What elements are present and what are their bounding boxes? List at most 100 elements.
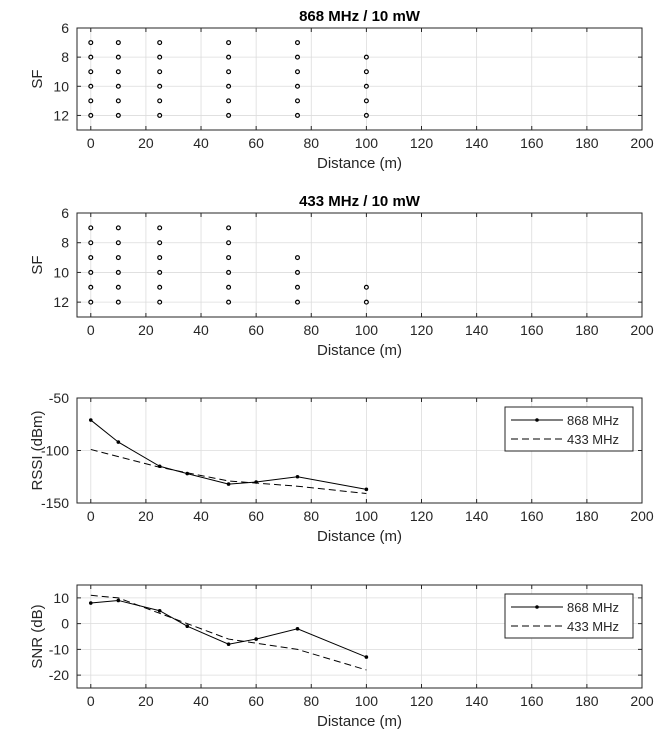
x-tick-label: 180	[575, 693, 599, 709]
x-tick-label: 200	[630, 693, 654, 709]
data-point	[88, 69, 94, 75]
data-point	[363, 299, 369, 305]
data-point	[294, 112, 300, 118]
legend-label-1: 868 MHz	[567, 413, 619, 428]
data-point	[294, 69, 300, 75]
legend-label-2: 433 MHz	[567, 432, 619, 447]
x-tick-label: 20	[138, 322, 154, 338]
x-tick-label: 100	[355, 322, 379, 338]
y-tick-label: 10	[53, 264, 69, 280]
data-point	[226, 225, 232, 231]
x-tick-label: 180	[575, 322, 599, 338]
y-axis-label: SF	[29, 255, 46, 274]
chart-title: 868 MHz / 10 mW	[299, 8, 421, 25]
data-point	[115, 83, 121, 89]
legend-label-2: 433 MHz	[567, 619, 619, 634]
data-point	[157, 83, 163, 89]
data-point	[363, 284, 369, 290]
data-point	[88, 83, 94, 89]
data-point	[88, 225, 94, 231]
data-point	[294, 98, 300, 104]
data-point	[254, 637, 258, 641]
data-point	[226, 54, 232, 60]
y-tick-label: 10	[53, 78, 69, 94]
data-point	[115, 284, 121, 290]
data-point	[157, 54, 163, 60]
x-tick-label: 60	[248, 508, 264, 524]
x-tick-label: 180	[575, 135, 599, 151]
x-tick-label: 160	[520, 508, 544, 524]
x-tick-label: 0	[87, 508, 95, 524]
legend: 868 MHz 433 MHz	[504, 406, 634, 452]
legend-box	[504, 406, 634, 452]
data-point	[226, 98, 232, 104]
chart-4: 0 20 40 60 80 100 120 140 160 180 200 -20 -10 0 10 Dist…	[29, 584, 654, 730]
x-tick-label: 60	[248, 693, 264, 709]
data-point	[157, 69, 163, 75]
x-axis-label: Distance (m)	[317, 342, 402, 359]
data-point	[364, 655, 369, 659]
series-line-1	[90, 599, 367, 658]
data-point	[115, 98, 121, 104]
data-point	[364, 487, 369, 492]
data-point	[88, 255, 94, 261]
x-tick-label: 160	[520, 693, 544, 709]
series-line-1	[90, 419, 367, 490]
x-tick-label: 180	[575, 508, 599, 524]
data-point	[115, 112, 121, 118]
x-tick-label: 140	[465, 508, 489, 524]
data-point	[363, 83, 369, 89]
chart-1: 0 20 40 60 80 100 120 140 160 180 200 6 8 10 12 868 MHz…	[29, 8, 654, 172]
x-tick-label: 120	[410, 508, 434, 524]
y-tick-label: -100	[41, 443, 69, 459]
chart-2: 0 20 40 60 80 100 120 140 160 180 200 6 8 10 12 433 MHz…	[29, 193, 654, 359]
data-point	[294, 255, 300, 261]
y-tick-label: 12	[53, 107, 69, 123]
x-tick-label: 160	[520, 322, 544, 338]
data-point	[157, 240, 163, 246]
x-tick-label: 60	[248, 322, 264, 338]
data-point	[157, 98, 163, 104]
chart-3: 0 20 40 60 80 100 120 140 160 180 200 -150 -100 -50 Di…	[29, 390, 654, 545]
data-point	[226, 240, 232, 246]
data-point	[88, 98, 94, 104]
x-tick-label: 160	[520, 135, 544, 151]
data-point	[294, 269, 300, 275]
x-tick-label: 80	[303, 693, 319, 709]
data-point	[157, 40, 163, 46]
x-tick-label: 140	[465, 322, 489, 338]
x-axis-label: Distance (m)	[317, 155, 402, 172]
data-point	[226, 69, 232, 75]
data-point	[226, 299, 232, 305]
y-axis-label: SF	[29, 69, 46, 88]
data-point	[226, 83, 232, 89]
x-axis-label: Distance (m)	[317, 713, 402, 730]
x-tick-label: 200	[630, 508, 654, 524]
data-point	[88, 40, 94, 46]
data-point	[88, 601, 93, 605]
data-point	[88, 418, 93, 422]
data-point	[226, 255, 232, 261]
data-point	[116, 598, 121, 603]
data-point	[116, 440, 121, 444]
data-point	[295, 474, 300, 479]
data-point	[185, 624, 190, 628]
data-point	[115, 269, 121, 275]
legend-marker	[535, 418, 539, 422]
plot-area	[76, 27, 643, 131]
data-point	[363, 54, 369, 60]
data-point	[294, 54, 300, 60]
data-point	[115, 69, 121, 75]
legend-marker	[535, 605, 539, 609]
data-point	[226, 269, 232, 275]
plot-frame	[76, 27, 643, 131]
x-tick-label: 40	[193, 508, 209, 524]
data-point	[115, 299, 121, 305]
x-tick-label: 120	[410, 135, 434, 151]
data-point	[295, 626, 300, 631]
x-tick-label: 100	[355, 693, 379, 709]
data-point	[157, 269, 163, 275]
y-tick-label: 8	[61, 235, 69, 251]
x-tick-label: 0	[87, 135, 95, 151]
